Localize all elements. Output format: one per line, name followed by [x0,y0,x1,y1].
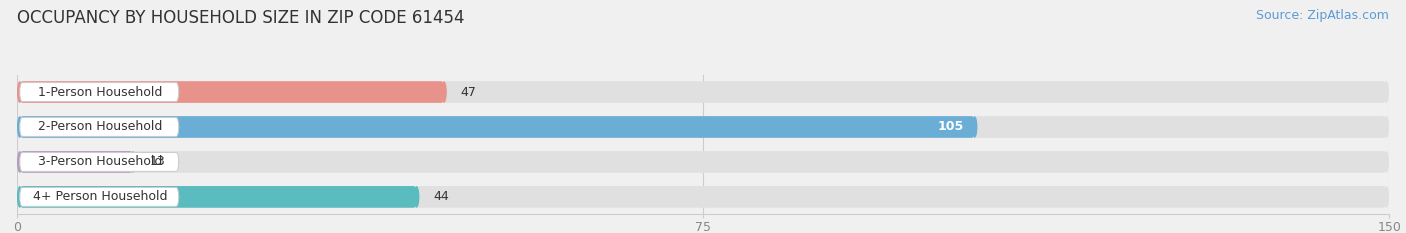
Ellipse shape [441,81,447,103]
Text: 13: 13 [149,155,166,168]
Ellipse shape [17,81,22,103]
FancyBboxPatch shape [20,81,444,103]
FancyBboxPatch shape [20,151,134,173]
Ellipse shape [17,151,22,173]
FancyBboxPatch shape [20,81,1386,103]
Text: 44: 44 [433,190,449,203]
Text: Source: ZipAtlas.com: Source: ZipAtlas.com [1256,9,1389,22]
FancyBboxPatch shape [20,116,974,138]
Text: 1-Person Household: 1-Person Household [38,86,162,99]
FancyBboxPatch shape [20,117,179,136]
Ellipse shape [17,186,22,208]
FancyBboxPatch shape [20,116,1386,138]
Ellipse shape [17,116,22,138]
Ellipse shape [131,151,136,173]
Ellipse shape [17,186,22,208]
FancyBboxPatch shape [20,83,179,102]
Ellipse shape [413,186,419,208]
Text: 105: 105 [938,120,963,134]
Ellipse shape [17,116,22,138]
Ellipse shape [1384,151,1389,173]
FancyBboxPatch shape [20,187,179,206]
Ellipse shape [1384,116,1389,138]
Ellipse shape [972,116,977,138]
FancyBboxPatch shape [20,152,179,171]
Text: OCCUPANCY BY HOUSEHOLD SIZE IN ZIP CODE 61454: OCCUPANCY BY HOUSEHOLD SIZE IN ZIP CODE … [17,9,464,27]
Ellipse shape [1384,81,1389,103]
Text: 47: 47 [461,86,477,99]
FancyBboxPatch shape [20,186,416,208]
Ellipse shape [17,81,22,103]
Text: 3-Person Household: 3-Person Household [38,155,162,168]
FancyBboxPatch shape [20,151,1386,173]
FancyBboxPatch shape [20,186,1386,208]
Text: 2-Person Household: 2-Person Household [38,120,162,134]
Ellipse shape [17,151,22,173]
Ellipse shape [1384,186,1389,208]
Text: 4+ Person Household: 4+ Person Household [32,190,167,203]
